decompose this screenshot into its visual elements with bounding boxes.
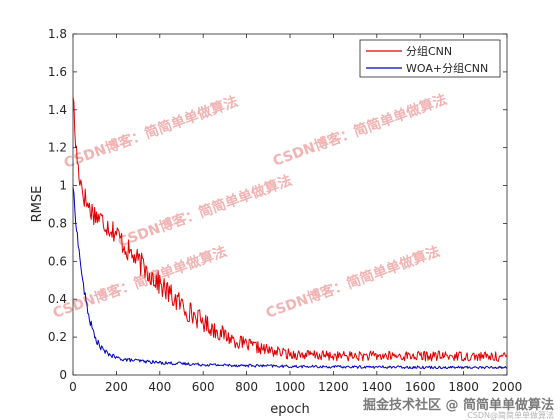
x-tick-label: 400 bbox=[148, 380, 171, 394]
y-tick-label: 1.2 bbox=[48, 141, 67, 155]
legend-label-woa-grouped-cnn: WOA+分组CNN bbox=[406, 61, 488, 75]
y-axis-label: RMSE bbox=[30, 186, 45, 223]
x-axis-label: epoch bbox=[270, 402, 310, 417]
legend-box bbox=[359, 39, 501, 78]
x-tick-label: 600 bbox=[192, 380, 215, 394]
y-tick-label: 0.8 bbox=[48, 216, 67, 230]
series-line-woa-grouped-cnn bbox=[72, 187, 508, 370]
x-tick-label: 200 bbox=[105, 380, 128, 394]
y-tick-label: 1.8 bbox=[48, 27, 67, 41]
x-tick-label: 1400 bbox=[362, 380, 393, 394]
legend: 分组CNN WOA+分组CNN bbox=[359, 39, 501, 78]
y-axis-ticks: 0 0.2 0.4 0.6 0.8 1 1.2 1.4 1.6 1.8 bbox=[48, 27, 507, 382]
x-tick-label: 1000 bbox=[275, 380, 306, 394]
legend-label-grouped-cnn: 分组CNN bbox=[406, 44, 452, 58]
footer-watermark: 掘金技术社区 @ 简简单单做算法 bbox=[363, 397, 554, 413]
footer-watermark-small: CSDN@简简单单做算法 bbox=[467, 410, 554, 420]
y-tick-label: 0.4 bbox=[48, 292, 67, 306]
y-tick-label: 1.4 bbox=[48, 103, 67, 117]
x-axis-ticks: 0 200 400 600 800 1000 1200 1400 1600 1800 2000 bbox=[69, 34, 522, 394]
x-tick-label: 800 bbox=[235, 380, 258, 394]
x-tick-label: 0 bbox=[69, 380, 77, 394]
y-tick-label: 1 bbox=[59, 179, 67, 193]
x-tick-label: 1600 bbox=[405, 380, 436, 394]
y-tick-label: 0.6 bbox=[48, 254, 67, 268]
x-tick-label: 2000 bbox=[492, 380, 523, 394]
x-tick-label: 1200 bbox=[318, 380, 349, 394]
series-line-grouped-cnn bbox=[72, 96, 508, 362]
y-tick-label: 0 bbox=[59, 368, 67, 382]
y-tick-label: 0.2 bbox=[48, 330, 67, 344]
x-tick-label: 1800 bbox=[448, 380, 479, 394]
series-layer bbox=[72, 96, 508, 370]
y-tick-label: 1.6 bbox=[48, 65, 67, 79]
